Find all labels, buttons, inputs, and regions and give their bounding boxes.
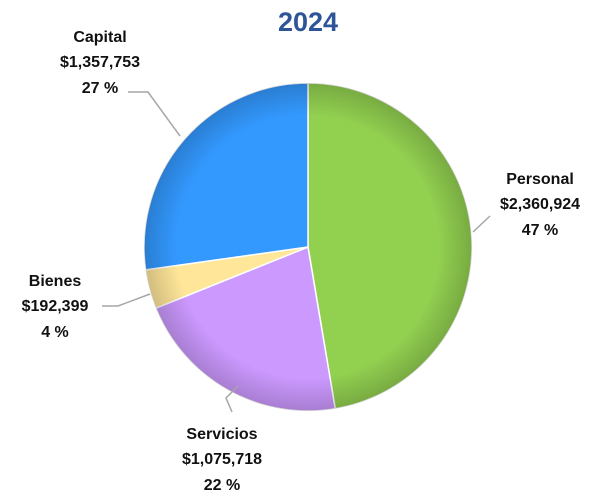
pie-slice [143, 82, 309, 271]
percent-label: 22 % [204, 477, 240, 493]
slice-label: Servicios [186, 426, 257, 443]
leader-line [225, 385, 239, 413]
percent-label: 27 % [82, 80, 118, 97]
percent-label: 47 % [522, 222, 558, 239]
leader-line [472, 215, 491, 233]
chart-title: 2024 [278, 7, 338, 37]
pie-slice [307, 82, 473, 410]
percent-label: 4 % [41, 324, 69, 341]
leader-line [102, 293, 151, 307]
slice-label: Capital [73, 29, 126, 46]
value-label: $192,399 [22, 298, 89, 315]
slice-label: Bienes [29, 273, 82, 290]
leader-line [128, 91, 181, 137]
value-label: $1,357,753 [60, 54, 140, 71]
value-label: $2,360,924 [500, 196, 580, 213]
value-label: $1,075,718 [182, 451, 262, 468]
slice-label: Personal [506, 171, 574, 188]
